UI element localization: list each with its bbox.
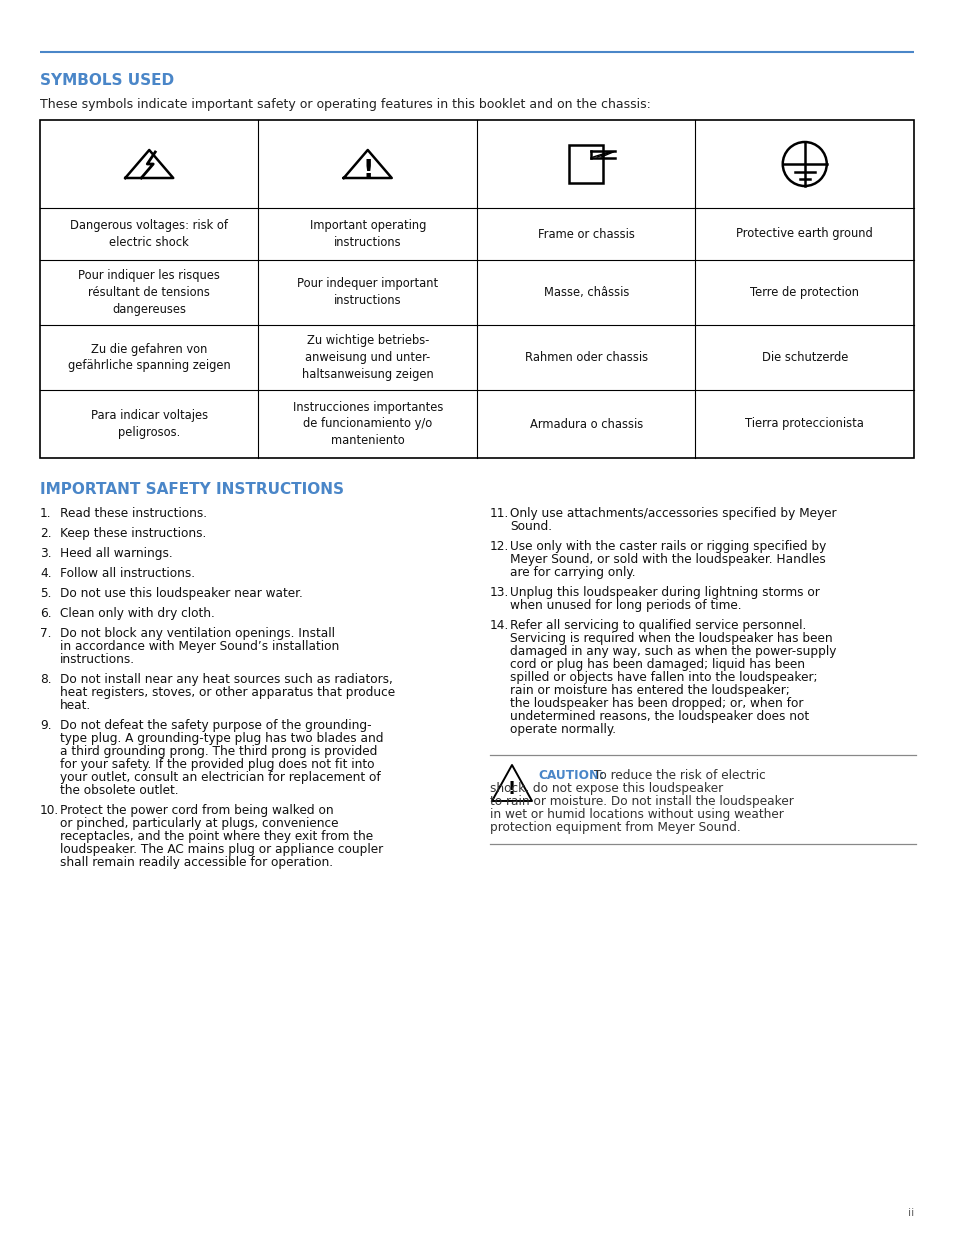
Text: IMPORTANT SAFETY INSTRUCTIONS: IMPORTANT SAFETY INSTRUCTIONS (40, 482, 344, 496)
Text: are for carrying only.: are for carrying only. (510, 566, 635, 579)
Text: the loudspeaker has been dropped; or, when for: the loudspeaker has been dropped; or, wh… (510, 697, 802, 710)
Text: Sound.: Sound. (510, 520, 552, 534)
Text: Pour indiquer les risques
résultant de tensions
dangereuses: Pour indiquer les risques résultant de t… (78, 269, 220, 316)
Text: or pinched, particularly at plugs, convenience: or pinched, particularly at plugs, conve… (60, 818, 338, 830)
Text: Rahmen oder chassis: Rahmen oder chassis (524, 351, 647, 364)
Text: Dangerous voltages: risk of
electric shock: Dangerous voltages: risk of electric sho… (71, 219, 228, 249)
Text: 3.: 3. (40, 547, 51, 559)
Text: shock, do not expose this loudspeaker: shock, do not expose this loudspeaker (490, 782, 722, 795)
Text: !: ! (362, 158, 373, 182)
Text: Meyer Sound, or sold with the loudspeaker. Handles: Meyer Sound, or sold with the loudspeake… (510, 553, 825, 566)
Bar (569, 144, 602, 183)
Text: Zu wichtige betriebs-
anweisung und unter-
haltsanweisung zeigen: Zu wichtige betriebs- anweisung und unte… (301, 333, 434, 382)
Text: to rain or moisture. Do not install the loudspeaker: to rain or moisture. Do not install the … (490, 795, 793, 808)
Text: Masse, châssis: Masse, châssis (543, 287, 628, 299)
Text: operate normally.: operate normally. (510, 722, 616, 736)
Text: 8.: 8. (40, 673, 51, 685)
Text: receptacles, and the point where they exit from the: receptacles, and the point where they ex… (60, 830, 373, 844)
Text: 9.: 9. (40, 719, 51, 732)
Text: Zu die gefahren von
gefährliche spanning zeigen: Zu die gefahren von gefährliche spanning… (68, 342, 231, 373)
Text: for your safety. If the provided plug does not fit into: for your safety. If the provided plug do… (60, 758, 375, 771)
Text: CAUTION:: CAUTION: (537, 769, 603, 782)
Text: Do not block any ventilation openings. Install: Do not block any ventilation openings. I… (60, 627, 335, 640)
Bar (40, 120, 913, 458)
Text: 11.: 11. (490, 508, 509, 520)
Text: Only use attachments/accessories specified by Meyer: Only use attachments/accessories specifi… (510, 508, 836, 520)
Text: ii: ii (907, 1208, 913, 1218)
Text: Instrucciones importantes
de funcionamiento y/o
manteniento: Instrucciones importantes de funcionamie… (293, 400, 442, 447)
Text: Important operating
instructions: Important operating instructions (309, 219, 425, 249)
Text: when unused for long periods of time.: when unused for long periods of time. (510, 599, 740, 613)
Text: undetermined reasons, the loudspeaker does not: undetermined reasons, the loudspeaker do… (510, 710, 808, 722)
Text: Pour indequer important
instructions: Pour indequer important instructions (297, 278, 437, 308)
Text: Clean only with dry cloth.: Clean only with dry cloth. (60, 606, 214, 620)
Text: in accordance with Meyer Sound’s installation: in accordance with Meyer Sound’s install… (60, 640, 339, 653)
Text: shall remain readily accessible for operation.: shall remain readily accessible for oper… (60, 856, 333, 869)
Text: Die schutzerde: Die schutzerde (760, 351, 847, 364)
Text: instructions.: instructions. (60, 653, 135, 666)
Text: 7.: 7. (40, 627, 51, 640)
Text: 10.: 10. (40, 804, 59, 818)
Text: Keep these instructions.: Keep these instructions. (60, 527, 206, 540)
Text: loudspeaker. The AC mains plug or appliance coupler: loudspeaker. The AC mains plug or applia… (60, 844, 383, 856)
Text: the obsolete outlet.: the obsolete outlet. (60, 784, 178, 797)
Text: Follow all instructions.: Follow all instructions. (60, 567, 194, 580)
Text: Armadura o chassis: Armadura o chassis (529, 417, 642, 431)
Text: your outlet, consult an electrician for replacement of: your outlet, consult an electrician for … (60, 771, 380, 784)
Text: 6.: 6. (40, 606, 51, 620)
Text: Terre de protection: Terre de protection (749, 287, 859, 299)
Text: To reduce the risk of electric: To reduce the risk of electric (589, 769, 765, 782)
Text: Do not use this loudspeaker near water.: Do not use this loudspeaker near water. (60, 587, 302, 600)
Text: 12.: 12. (490, 540, 509, 553)
Text: Do not install near any heat sources such as radiators,: Do not install near any heat sources suc… (60, 673, 393, 685)
Text: a third grounding prong. The third prong is provided: a third grounding prong. The third prong… (60, 745, 377, 758)
Text: 2.: 2. (40, 527, 51, 540)
Text: Protective earth ground: Protective earth ground (736, 227, 872, 241)
Text: heat.: heat. (60, 699, 91, 713)
Text: Protect the power cord from being walked on: Protect the power cord from being walked… (60, 804, 334, 818)
Text: Tierra proteccionista: Tierra proteccionista (744, 417, 863, 431)
Text: 5.: 5. (40, 587, 51, 600)
Text: spilled or objects have fallen into the loudspeaker;: spilled or objects have fallen into the … (510, 671, 817, 684)
Text: Do not defeat the safety purpose of the grounding-: Do not defeat the safety purpose of the … (60, 719, 372, 732)
Text: heat registers, stoves, or other apparatus that produce: heat registers, stoves, or other apparat… (60, 685, 395, 699)
Text: rain or moisture has entered the loudspeaker;: rain or moisture has entered the loudspe… (510, 684, 789, 697)
Text: Refer all servicing to qualified service personnel.: Refer all servicing to qualified service… (510, 619, 805, 632)
Text: 4.: 4. (40, 567, 51, 580)
Text: 14.: 14. (490, 619, 509, 632)
Text: Servicing is required when the loudspeaker has been: Servicing is required when the loudspeak… (510, 632, 832, 645)
Text: !: ! (507, 781, 516, 798)
Text: 1.: 1. (40, 508, 51, 520)
Text: Use only with the caster rails or rigging specified by: Use only with the caster rails or riggin… (510, 540, 825, 553)
Text: damaged in any way, such as when the power-supply: damaged in any way, such as when the pow… (510, 645, 836, 658)
Text: These symbols indicate important safety or operating features in this booklet an: These symbols indicate important safety … (40, 98, 650, 111)
Text: Read these instructions.: Read these instructions. (60, 508, 207, 520)
Text: Para indicar voltajes
peligrosos.: Para indicar voltajes peligrosos. (91, 409, 208, 438)
Text: in wet or humid locations without using weather: in wet or humid locations without using … (490, 808, 783, 821)
Text: type plug. A grounding-type plug has two blades and: type plug. A grounding-type plug has two… (60, 732, 383, 745)
Text: 13.: 13. (490, 585, 509, 599)
Text: Unplug this loudspeaker during lightning storms or: Unplug this loudspeaker during lightning… (510, 585, 819, 599)
Text: Frame or chassis: Frame or chassis (537, 227, 634, 241)
Text: cord or plug has been damaged; liquid has been: cord or plug has been damaged; liquid ha… (510, 658, 804, 671)
Text: SYMBOLS USED: SYMBOLS USED (40, 73, 174, 88)
Text: protection equipment from Meyer Sound.: protection equipment from Meyer Sound. (490, 821, 740, 834)
Text: Heed all warnings.: Heed all warnings. (60, 547, 172, 559)
